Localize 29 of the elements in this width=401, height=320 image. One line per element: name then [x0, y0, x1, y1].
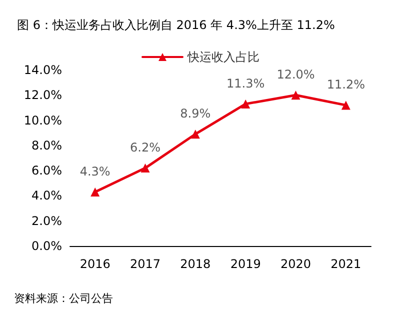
- point: [190, 130, 200, 139]
- x-tick-label: 2016: [80, 257, 110, 271]
- y-tick-label: 12.0%: [24, 88, 62, 102]
- y-tick-label: 10.0%: [24, 113, 62, 128]
- x-tick-label: 2019: [230, 257, 261, 271]
- y-tick-label: 4.0%: [32, 188, 62, 203]
- y-tick-label: 6.0%: [32, 164, 62, 178]
- text: 资料来源：公司公告: [14, 292, 113, 305]
- x-tick-label: 2021: [330, 257, 362, 271]
- y-tick-label: 0.0%: [32, 239, 62, 253]
- point: [90, 187, 100, 196]
- legend-label: 快运收入占比: [186, 50, 260, 64]
- y-tick-label: 14.0%: [24, 63, 62, 77]
- data-label: 11.3%: [226, 76, 265, 90]
- point: [241, 99, 250, 108]
- x-tick-label: 2018: [180, 257, 211, 271]
- point: [140, 164, 150, 173]
- x-tick-label: 2020: [280, 257, 312, 271]
- data-label: 11.2%: [326, 78, 365, 92]
- data-label: 8.9%: [180, 106, 211, 121]
- x-tick-label: 2017: [130, 257, 161, 271]
- data-label: 6.2%: [130, 140, 160, 155]
- y-tick-label: 2.0%: [32, 214, 62, 228]
- data-label: 4.3%: [80, 164, 110, 178]
- data-label: 12.0%: [276, 68, 315, 82]
- point: [291, 90, 300, 100]
- chart-title: 图 6：快运业务占收入比例自 2016 年 4.3%上升至 11.2%: [17, 18, 335, 32]
- y-tick-label: 8.0%: [32, 138, 62, 152]
- point: [341, 100, 350, 110]
